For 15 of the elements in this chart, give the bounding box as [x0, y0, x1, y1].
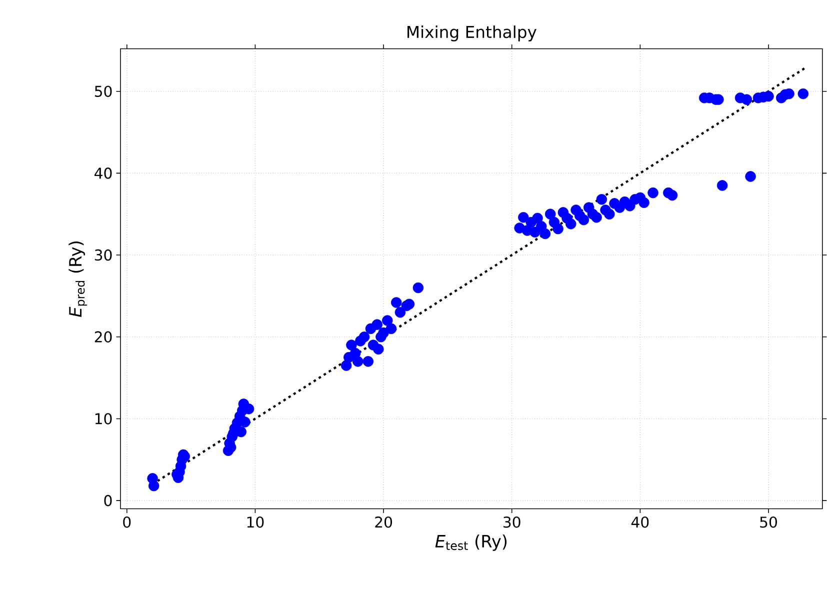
y-tick-label: 20	[94, 331, 112, 342]
chart-title: Mixing Enthalpy	[408, 25, 536, 42]
y-axis-title: E$_{pred}$ (Ry)	[68, 241, 87, 317]
y-tick-label: 30	[94, 249, 112, 260]
x-tick-label: 40	[631, 516, 649, 528]
y-tick-label: 40	[94, 167, 112, 179]
y-tick-label: 0	[104, 494, 112, 506]
x-axis-title: E$_{test}$ (Ry)	[435, 534, 507, 551]
x-tick-label: 0	[123, 516, 131, 528]
y-tick-label: 50	[94, 86, 112, 97]
x-tick-label: 50	[760, 516, 777, 528]
x-tick-label: 30	[504, 516, 520, 528]
y-tick-label: 10	[95, 412, 112, 424]
x-tick-label: 20	[375, 516, 392, 528]
x-tick-label: 10	[247, 516, 264, 528]
